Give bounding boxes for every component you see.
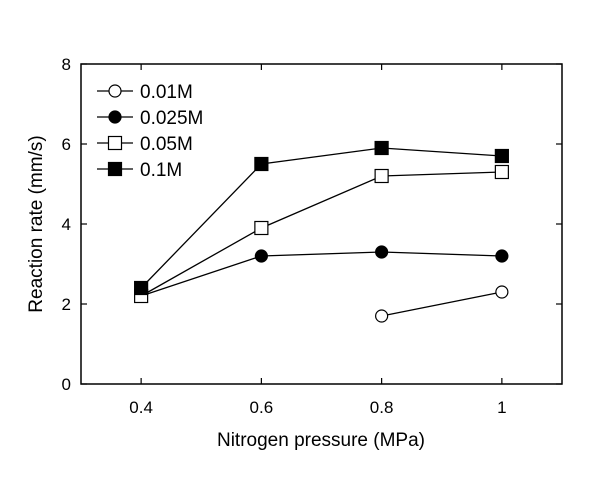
data-point xyxy=(495,249,509,263)
x-tick-label: 0.4 xyxy=(129,398,153,417)
data-point xyxy=(495,285,509,299)
legend-marker xyxy=(107,135,123,151)
x-tick-label: 1 xyxy=(497,398,506,417)
x-tick-label: 0.8 xyxy=(370,398,394,417)
y-axis-title: Reaction rate (mm/s) xyxy=(26,135,47,312)
legend-label: 0.01M xyxy=(140,82,193,103)
y-tick-label: 4 xyxy=(62,215,71,234)
legend-label: 0.1M xyxy=(140,160,182,181)
legend-label: 0.05M xyxy=(140,134,193,155)
data-point xyxy=(375,245,389,259)
y-tick-label: 8 xyxy=(62,55,71,74)
x-axis-ticks: 0.4 0.6 0.8 1 xyxy=(129,64,507,417)
legend: 0.01M 0.025M 0.05M 0.1M xyxy=(97,82,203,181)
legend-marker xyxy=(108,84,122,98)
series-line xyxy=(140,251,502,297)
legend-entry: 0.025M xyxy=(97,108,203,129)
y-axis-ticks: 0 2 4 6 8 xyxy=(62,55,562,394)
legend-label: 0.025M xyxy=(140,108,203,129)
legend-entry: 0.01M xyxy=(97,82,193,103)
data-point xyxy=(374,140,389,156)
legend-entry: 0.05M xyxy=(97,134,193,155)
x-axis-title: Nitrogen pressure (MPa) xyxy=(217,430,425,451)
series-line xyxy=(381,291,503,317)
y-tick-label: 2 xyxy=(62,295,71,314)
series-0.01M xyxy=(375,285,509,323)
legend-entry: 0.1M xyxy=(97,160,182,181)
x-tick-label: 0.6 xyxy=(250,398,274,417)
data-point xyxy=(254,249,268,263)
data-point xyxy=(134,280,149,296)
y-tick-label: 6 xyxy=(62,135,71,154)
series-line xyxy=(140,171,502,297)
series-0.025M xyxy=(134,245,509,303)
legend-marker xyxy=(107,161,123,177)
data-point xyxy=(375,309,389,323)
series-line xyxy=(140,147,502,289)
data-point xyxy=(254,156,269,172)
data-point xyxy=(254,220,269,236)
series-0.05M xyxy=(134,164,509,304)
series-0.1M xyxy=(134,140,509,296)
series-layer xyxy=(134,140,509,323)
legend-marker xyxy=(108,110,122,124)
data-point xyxy=(494,148,509,164)
data-point xyxy=(374,168,389,184)
data-point xyxy=(494,164,509,180)
y-tick-label: 0 xyxy=(62,375,71,394)
